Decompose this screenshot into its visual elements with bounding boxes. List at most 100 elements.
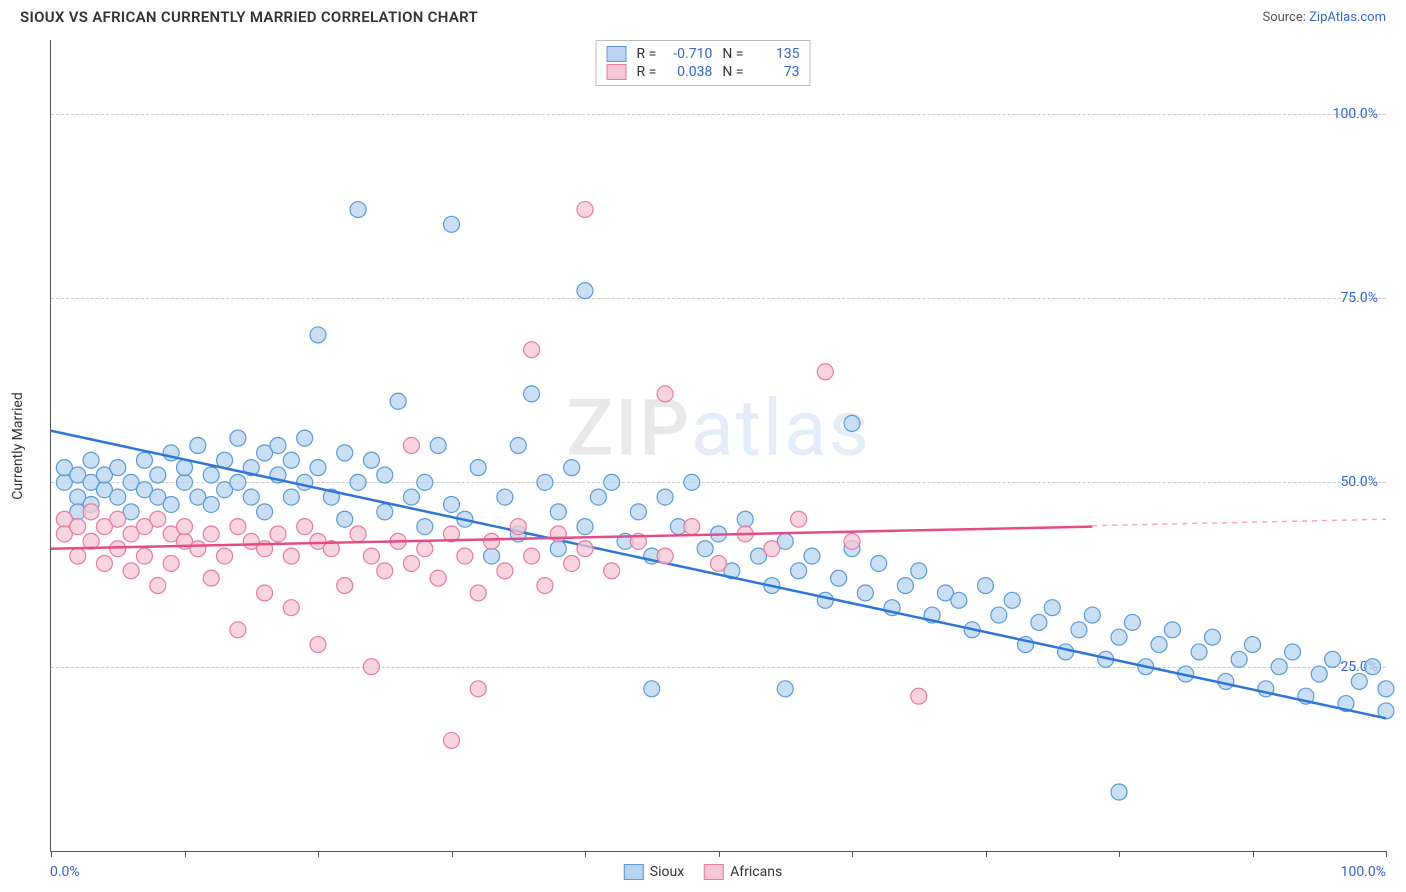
scatter-point bbox=[897, 578, 913, 594]
source-link[interactable]: ZipAtlas.com bbox=[1309, 10, 1386, 25]
scatter-point bbox=[1151, 637, 1167, 653]
scatter-point bbox=[403, 489, 419, 505]
trend-line-dashed bbox=[1092, 519, 1386, 525]
scatter-point bbox=[177, 460, 193, 476]
scatter-point bbox=[110, 511, 126, 527]
scatter-point bbox=[911, 688, 927, 704]
x-tick bbox=[1253, 851, 1254, 857]
scatter-point bbox=[978, 578, 994, 594]
scatter-point bbox=[230, 430, 246, 446]
scatter-point bbox=[684, 474, 700, 490]
scatter-point bbox=[457, 548, 473, 564]
scatter-point bbox=[470, 585, 486, 601]
scatter-point bbox=[70, 519, 86, 535]
scatter-point bbox=[110, 489, 126, 505]
scatter-point bbox=[83, 452, 99, 468]
x-tick bbox=[852, 851, 853, 857]
scatter-point bbox=[484, 533, 500, 549]
legend-swatch-africans bbox=[704, 864, 724, 880]
x-tick bbox=[585, 851, 586, 857]
scatter-point bbox=[684, 519, 700, 535]
stats-legend-box: R = -0.710 N = 135 R = 0.038 N = 73 bbox=[596, 40, 811, 86]
scatter-point bbox=[217, 548, 233, 564]
scatter-point bbox=[297, 430, 313, 446]
scatter-point bbox=[817, 592, 833, 608]
scatter-point bbox=[310, 327, 326, 343]
n-value-sioux: 135 bbox=[753, 46, 799, 62]
scatter-point bbox=[430, 570, 446, 586]
scatter-point bbox=[123, 563, 139, 579]
scatter-point bbox=[257, 504, 273, 520]
legend-item-sioux: Sioux bbox=[624, 864, 684, 880]
r-value-sioux: -0.710 bbox=[666, 46, 712, 62]
scatter-point bbox=[350, 202, 366, 218]
scatter-point bbox=[417, 474, 433, 490]
scatter-point bbox=[150, 578, 166, 594]
scatter-point bbox=[177, 519, 193, 535]
swatch-africans bbox=[607, 64, 627, 80]
scatter-point bbox=[1285, 644, 1301, 660]
scatter-point bbox=[831, 570, 847, 586]
scatter-point bbox=[1164, 622, 1180, 638]
scatter-point bbox=[484, 548, 500, 564]
scatter-point bbox=[550, 526, 566, 542]
source-attribution: Source: ZipAtlas.com bbox=[1262, 10, 1386, 25]
scatter-point bbox=[337, 445, 353, 461]
scatter-point bbox=[136, 452, 152, 468]
scatter-point bbox=[417, 519, 433, 535]
scatter-point bbox=[497, 563, 513, 579]
scatter-point bbox=[577, 519, 593, 535]
scatter-point bbox=[657, 489, 673, 505]
scatter-point bbox=[297, 519, 313, 535]
scatter-point bbox=[1071, 622, 1087, 638]
scatter-point bbox=[1351, 673, 1367, 689]
y-axis-label: Currently Married bbox=[10, 392, 26, 499]
scatter-point bbox=[991, 607, 1007, 623]
scatter-point bbox=[564, 555, 580, 571]
scatter-point bbox=[377, 563, 393, 579]
scatter-point bbox=[817, 364, 833, 380]
scatter-point bbox=[203, 496, 219, 512]
scatter-point bbox=[150, 511, 166, 527]
scatter-point bbox=[510, 519, 526, 535]
scatter-point bbox=[96, 555, 112, 571]
scatter-point bbox=[524, 386, 540, 402]
x-tick bbox=[1119, 851, 1120, 857]
scatter-point bbox=[1191, 644, 1207, 660]
scatter-point bbox=[791, 563, 807, 579]
scatter-point bbox=[1378, 681, 1394, 697]
scatter-point bbox=[270, 526, 286, 542]
stats-row-africans: R = 0.038 N = 73 bbox=[607, 63, 800, 81]
scatter-point bbox=[711, 555, 727, 571]
scatter-point bbox=[190, 541, 206, 557]
stats-row-sioux: R = -0.710 N = 135 bbox=[607, 45, 800, 63]
scatter-point bbox=[510, 438, 526, 454]
scatter-point bbox=[524, 548, 540, 564]
scatter-point bbox=[564, 460, 580, 476]
scatter-point bbox=[203, 526, 219, 542]
scatter-point bbox=[310, 637, 326, 653]
scatter-point bbox=[110, 460, 126, 476]
scatter-point bbox=[190, 438, 206, 454]
scatter-point bbox=[1245, 637, 1261, 653]
scatter-point bbox=[430, 438, 446, 454]
scatter-point bbox=[283, 452, 299, 468]
x-tick bbox=[452, 851, 453, 857]
scatter-point bbox=[363, 548, 379, 564]
x-tick bbox=[719, 851, 720, 857]
scatter-point bbox=[70, 548, 86, 564]
scatter-point bbox=[1231, 651, 1247, 667]
scatter-point bbox=[911, 563, 927, 579]
scatter-point bbox=[350, 526, 366, 542]
scatter-point bbox=[737, 511, 753, 527]
swatch-sioux bbox=[607, 46, 627, 62]
scatter-point bbox=[1004, 592, 1020, 608]
scatter-point bbox=[470, 681, 486, 697]
scatter-point bbox=[871, 555, 887, 571]
scatter-point bbox=[83, 504, 99, 520]
scatter-point bbox=[657, 386, 673, 402]
x-tick bbox=[318, 851, 319, 857]
scatter-point bbox=[337, 578, 353, 594]
source-prefix: Source: bbox=[1262, 10, 1309, 25]
n-value-africans: 73 bbox=[753, 64, 799, 80]
